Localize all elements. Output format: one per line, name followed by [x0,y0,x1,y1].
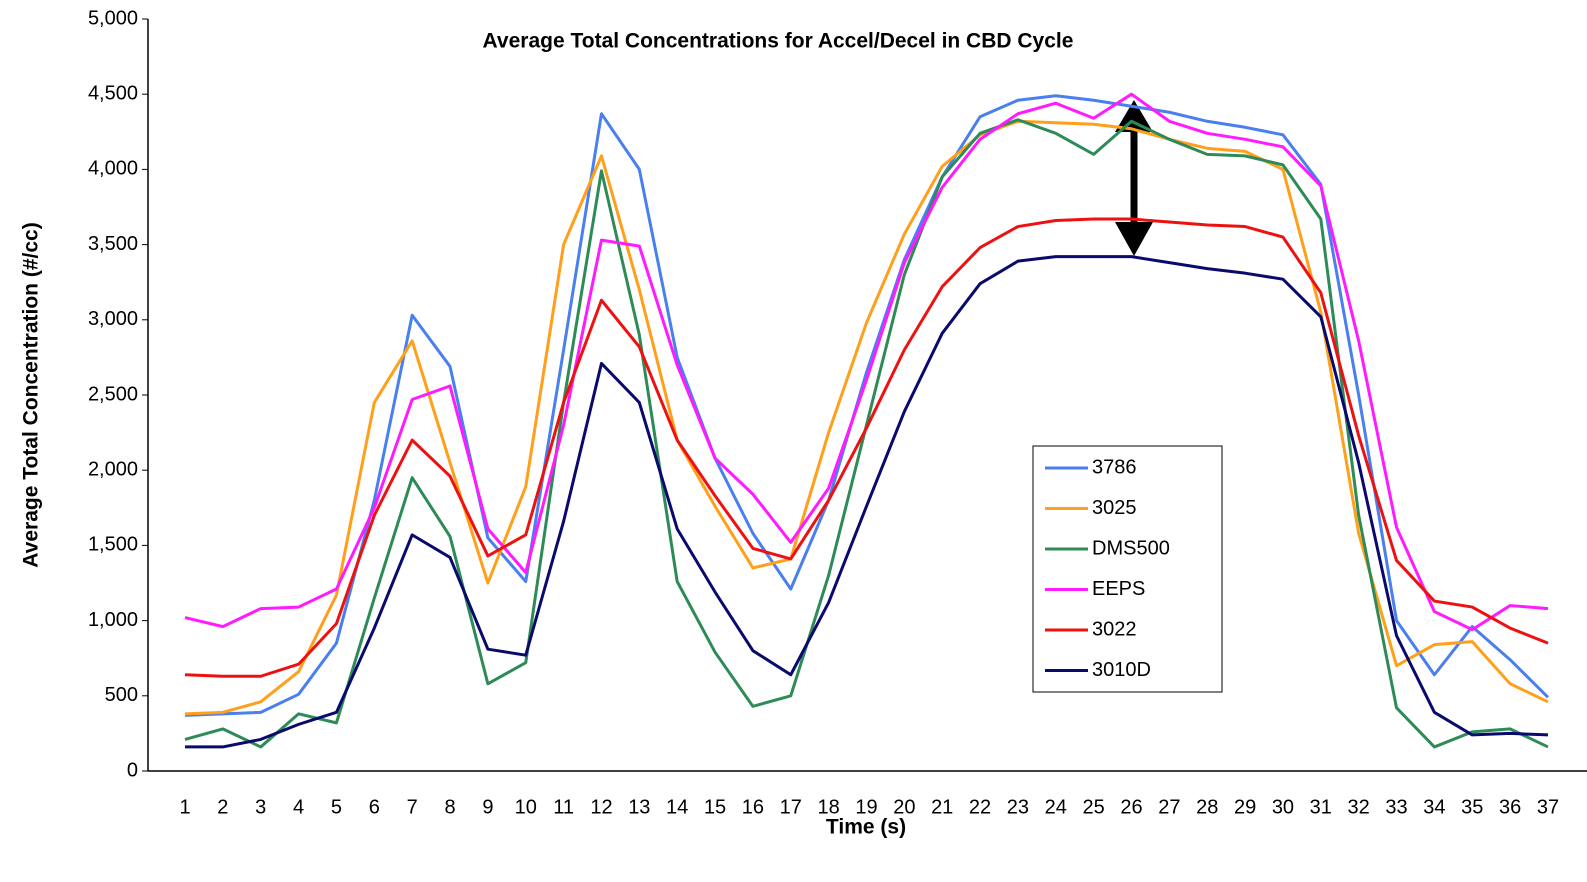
legend-box [1032,445,1223,693]
x-tick-label: 31 [1310,796,1332,818]
x-tick-label: 24 [1045,796,1067,818]
x-tick-label: 34 [1423,796,1445,818]
x-tick-label: 21 [931,796,953,818]
legend-label: 3786 [1092,456,1137,478]
x-tick-label: 7 [407,796,418,818]
x-tick-label: 25 [1083,796,1105,818]
legend-label: EEPS [1092,578,1145,600]
y-tick-label: 500 [105,684,138,706]
y-tick-label: 3,500 [88,233,138,255]
x-tick-label: 32 [1348,796,1370,818]
x-tick-label: 28 [1196,796,1218,818]
x-axis-title: Time (s) [826,816,906,839]
y-tick-label: 4,000 [88,158,138,180]
y-axis-title: Average Total Concentration (#/cc) [20,222,43,567]
x-tick-label: 27 [1158,796,1180,818]
y-tick-label: 2,500 [88,383,138,405]
x-tick-label: 30 [1272,796,1294,818]
series-line [184,92,1549,632]
y-tick-label: 2,000 [88,458,138,480]
legend-label: DMS500 [1092,537,1170,559]
y-tick-label: 0 [127,759,138,781]
legend-label: 3010D [1092,659,1151,681]
x-tick-label: 4 [293,796,304,818]
x-tick-label: 15 [704,796,726,818]
x-tick-label: 33 [1385,796,1407,818]
series-line [185,255,1549,749]
x-tick-label: 29 [1234,796,1256,818]
x-tick-label: 3 [255,796,266,818]
x-tick-label: 2 [217,796,228,818]
x-tick-label: 23 [1007,796,1029,818]
y-tick-label: 5,000 [88,7,138,29]
x-tick-label: 10 [515,796,537,818]
series-line [184,217,1549,678]
x-tick-label: 36 [1499,796,1521,818]
x-tick-label: 16 [742,796,764,818]
x-tick-label: 35 [1461,796,1483,818]
legend-label: 3025 [1092,497,1137,519]
x-tick-label: 22 [969,796,991,818]
x-tick-label: 6 [369,796,380,818]
x-tick-label: 8 [444,796,455,818]
legend-label: 3022 [1092,618,1137,640]
x-tick-label: 26 [1120,796,1142,818]
y-tick-label: 1,500 [88,534,138,556]
x-tick-label: 18 [817,796,839,818]
series-line [184,119,1549,716]
chart-title: Average Total Concentrations for Accel/D… [483,30,1074,53]
x-tick-label: 11 [553,796,574,818]
x-tick-label: 37 [1537,796,1559,818]
x-tick-label: 9 [482,796,493,818]
x-tick-label: 14 [666,796,688,818]
y-tick-label: 3,000 [88,308,138,330]
x-tick-label: 17 [780,796,802,818]
x-tick-label: 12 [590,796,612,818]
x-tick-label: 5 [331,796,342,818]
x-tick-label: 13 [628,796,650,818]
double-arrow [1115,100,1153,256]
x-tick-label: 1 [179,796,190,818]
y-tick-label: 1,000 [88,609,138,631]
x-tick-label: 20 [893,796,915,818]
y-tick-label: 4,500 [88,82,138,104]
x-tick-label: 19 [855,796,877,818]
